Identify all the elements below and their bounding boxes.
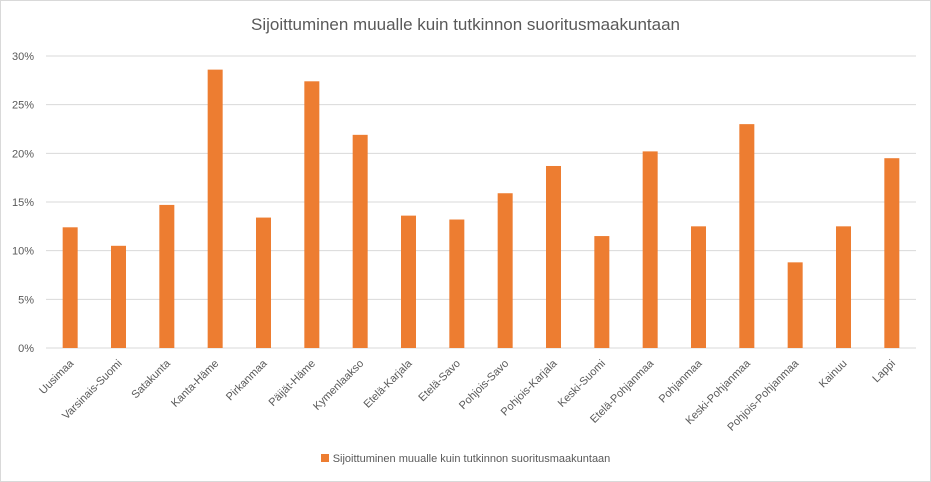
x-tick-label: Kanta-Häme: [169, 358, 221, 410]
bar: [497, 193, 513, 348]
x-tick-label: Pirkanmaa: [224, 357, 270, 403]
bar: [352, 134, 368, 348]
x-tick-label: Päijät-Häme: [267, 358, 318, 409]
y-tick-label: 10%: [12, 246, 34, 258]
bar: [449, 219, 465, 348]
bar: [739, 124, 755, 348]
y-tick-label: 20%: [12, 148, 34, 160]
chart-title: Sijoittuminen muualle kuin tutkinnon suo…: [250, 15, 681, 34]
x-tick-label: Satakunta: [129, 357, 173, 401]
x-tick-label: Lappi: [870, 358, 898, 386]
bar: [304, 81, 320, 348]
y-tick-label: 0%: [18, 343, 34, 355]
x-tick-label: Pohjois-Savo: [457, 358, 511, 412]
x-tick-label: Kymenlaakso: [311, 358, 366, 413]
x-tick-label: Etelä-Savo: [416, 358, 463, 405]
bar: [62, 227, 78, 348]
x-tick-label: Uusimaa: [37, 357, 77, 397]
legend-label: Sijoittuminen muualle kuin tutkinnon suo…: [332, 453, 611, 465]
bar: [111, 245, 126, 348]
x-tick-label: Pohjanmaa: [657, 357, 705, 405]
x-tick-label: Keski-Suomi: [556, 358, 608, 410]
y-tick-label: 5%: [18, 294, 34, 306]
y-tick-label: 30%: [12, 51, 34, 63]
bar: [207, 69, 223, 349]
bar: [546, 165, 561, 348]
chart-legend: Sijoittuminen muualle kuin tutkinnon suo…: [1, 453, 930, 465]
bar: [642, 151, 658, 348]
legend-swatch: [320, 454, 329, 462]
bar: [787, 262, 803, 348]
bar: [836, 226, 851, 348]
x-tick-label: Etelä-Karjala: [362, 357, 416, 411]
bar: [256, 217, 271, 348]
x-tick-label: Kainuu: [817, 358, 850, 391]
bar: [159, 204, 175, 348]
bar: [401, 215, 416, 348]
bar: [691, 226, 706, 348]
y-tick-label: 15%: [12, 197, 34, 209]
bar: [594, 236, 610, 348]
bar: [884, 158, 900, 348]
y-tick-label: 25%: [12, 100, 34, 112]
